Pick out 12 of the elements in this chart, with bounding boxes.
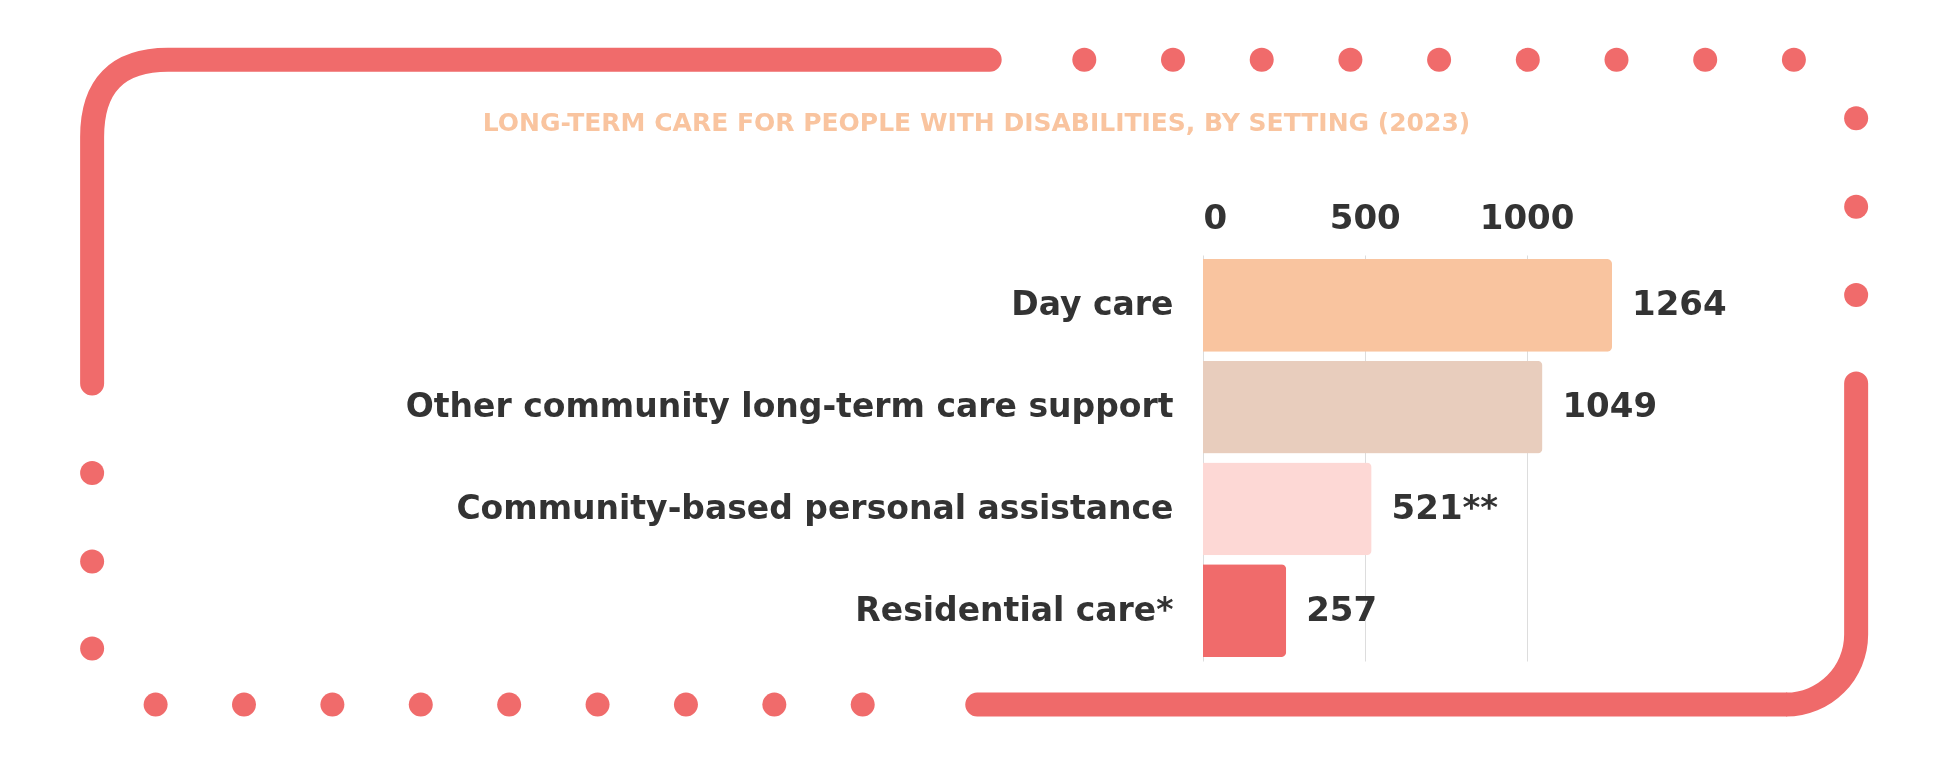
data-label: 1049 <box>1562 385 1658 426</box>
y-tick-label: Community-based personal assistance <box>456 487 1174 527</box>
data-label: 257 <box>1306 588 1378 629</box>
data-label: 1264 <box>1632 283 1727 324</box>
x-tick-label: 500 <box>1329 196 1401 237</box>
y-tick-label: Other community long-term care support <box>405 386 1174 426</box>
text: LONG-TERM CARE FOR PEOPLE WITH DISABILITIES, BY SETTING (2023) <box>482 108 1471 137</box>
data-label: 521** <box>1391 486 1499 527</box>
y-tick-label: Day care <box>1011 284 1174 324</box>
x-tick-label: 1000 <box>1479 196 1575 237</box>
y-tick-label: Residential care* <box>855 589 1174 629</box>
x-tick-label: 0 <box>1203 196 1228 237</box>
